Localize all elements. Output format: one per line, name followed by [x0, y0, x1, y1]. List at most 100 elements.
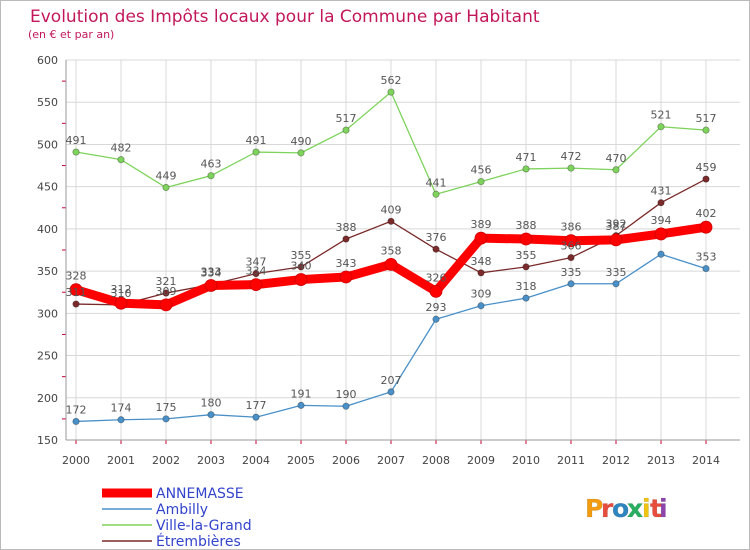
- data-label-ville-la-grand-2001: 482: [111, 142, 132, 155]
- point--trembi-res-2006: [342, 235, 350, 243]
- logo-letter-0: P: [585, 494, 603, 523]
- point-ambilly-2006: [342, 402, 350, 410]
- data-label-ville-la-grand-2009: 456: [471, 164, 492, 177]
- point-ville-la-grand-2014: [702, 126, 710, 134]
- logo-letter-4: i: [642, 494, 651, 523]
- point--trembi-res-2013: [657, 199, 665, 207]
- logo-letter-5: t: [650, 494, 662, 523]
- point-annemasse-2003: [204, 279, 218, 292]
- point-annemasse-2013: [654, 227, 668, 241]
- point-annemasse-2005: [294, 273, 308, 286]
- data-label-ambilly-2011: 335: [561, 266, 582, 279]
- point-annemasse-2002: [159, 298, 173, 312]
- y-tick-label-250: 250: [37, 350, 58, 363]
- point-ville-la-grand-2004: [252, 148, 260, 156]
- y-tick-label-300: 300: [37, 307, 58, 320]
- data-label-annemasse-2000: 328: [66, 270, 87, 283]
- data-label-ville-la-grand-2000: 491: [66, 134, 87, 147]
- data-label-ville-la-grand-2004: 491: [246, 134, 267, 147]
- x-tick-label-2007: 2007: [377, 454, 405, 467]
- logo-letter-1: r: [601, 494, 614, 523]
- point--trembi-res-2009: [477, 269, 485, 277]
- y-tick-label-600: 600: [37, 54, 58, 67]
- legend-label--trembi-res: Étrembières: [156, 533, 241, 550]
- data-label--trembi-res-2003: 334: [201, 267, 222, 280]
- point-ville-la-grand-2010: [522, 165, 530, 173]
- point-ville-la-grand-2012: [612, 166, 620, 174]
- data-label-ambilly-2003: 180: [201, 397, 222, 410]
- point-ambilly-2008: [432, 315, 440, 323]
- point-ville-la-grand-2007: [387, 88, 395, 96]
- x-tick-label-2004: 2004: [242, 454, 270, 467]
- y-tick-label-350: 350: [37, 265, 58, 278]
- data-label-annemasse-2011: 386: [561, 221, 582, 234]
- point--trembi-res-2004: [252, 270, 260, 278]
- data-label-ambilly-2009: 309: [471, 288, 492, 301]
- data-label--trembi-res-2009: 348: [471, 255, 492, 268]
- y-tick-label-200: 200: [37, 392, 58, 405]
- data-label-annemasse-2007: 358: [381, 244, 402, 257]
- point--trembi-res-2011: [567, 254, 575, 262]
- data-label--trembi-res-2012: 392: [606, 218, 627, 231]
- point-annemasse-2001: [114, 296, 128, 310]
- y-tick-label-400: 400: [37, 223, 58, 236]
- data-label-ambilly-2002: 175: [156, 401, 177, 414]
- data-label-ville-la-grand-2006: 517: [336, 112, 357, 125]
- y-tick-label-500: 500: [37, 138, 58, 151]
- point--trembi-res-2010: [522, 263, 530, 271]
- chart-title: Evolution des Impôts locaux pour la Comm…: [30, 7, 540, 27]
- data-label-annemasse-2009: 389: [471, 218, 492, 231]
- y-tick-label-150: 150: [37, 434, 58, 447]
- data-label--trembi-res-2001: 310: [111, 287, 132, 300]
- point-annemasse-2014: [699, 220, 713, 234]
- x-tick-label-2006: 2006: [332, 454, 360, 467]
- data-label-ville-la-grand-2003: 463: [201, 158, 222, 171]
- chart-subtitle: (en € et par an): [28, 28, 114, 41]
- x-tick-label-2014: 2014: [692, 454, 720, 467]
- point-annemasse-2010: [519, 232, 533, 246]
- x-tick-label-2002: 2002: [152, 454, 180, 467]
- point-ambilly-2009: [477, 302, 485, 310]
- data-label--trembi-res-2000: 311: [66, 286, 87, 299]
- point-ambilly-2000: [72, 417, 80, 426]
- data-label-ville-la-grand-2007: 562: [381, 74, 402, 87]
- data-label--trembi-res-2006: 388: [336, 221, 357, 234]
- point-ville-la-grand-2008: [432, 190, 440, 198]
- x-tick-label-2008: 2008: [422, 454, 450, 467]
- data-label-ambilly-2000: 172: [66, 403, 87, 416]
- point-ambilly-2003: [207, 411, 215, 419]
- point-annemasse-2006: [339, 270, 353, 284]
- data-label-ville-la-grand-2002: 449: [156, 170, 177, 183]
- point-ville-la-grand-2009: [477, 178, 485, 186]
- data-label--trembi-res-2014: 459: [696, 161, 717, 174]
- point-ambilly-2007: [387, 388, 395, 396]
- point-ambilly-2010: [522, 294, 530, 302]
- data-label-annemasse-2005: 340: [291, 260, 312, 273]
- point-ville-la-grand-2002: [162, 183, 170, 192]
- logo-letter-3: x: [627, 494, 643, 523]
- point-ambilly-2014: [702, 264, 710, 273]
- point--trembi-res-2008: [432, 245, 440, 253]
- x-tick-label-2010: 2010: [512, 454, 540, 467]
- grid-layer: [66, 59, 740, 441]
- data-label--trembi-res-2007: 409: [381, 203, 402, 216]
- data-label--trembi-res-2002: 321: [156, 275, 177, 288]
- point--trembi-res-2005: [297, 263, 305, 271]
- point-annemasse-2004: [249, 278, 263, 292]
- data-label-annemasse-2003: 333: [201, 265, 222, 278]
- data-label-ville-la-grand-2005: 490: [291, 135, 312, 148]
- data-label--trembi-res-2013: 431: [651, 185, 672, 198]
- data-label-ville-la-grand-2014: 517: [696, 112, 717, 125]
- point-annemasse-2012: [609, 233, 623, 247]
- legend-label-annemasse: ANNEMASSE: [156, 486, 244, 502]
- x-tick-label-2013: 2013: [647, 454, 675, 467]
- point-annemasse-2009: [474, 231, 488, 245]
- data-label-annemasse-2001: 312: [111, 283, 132, 296]
- data-label--trembi-res-2011: 366: [561, 240, 582, 253]
- data-label-ambilly-2001: 174: [111, 402, 132, 415]
- series-layer: [69, 88, 713, 426]
- data-label-ambilly-2007: 207: [381, 374, 402, 387]
- point-ambilly-2013: [657, 250, 665, 258]
